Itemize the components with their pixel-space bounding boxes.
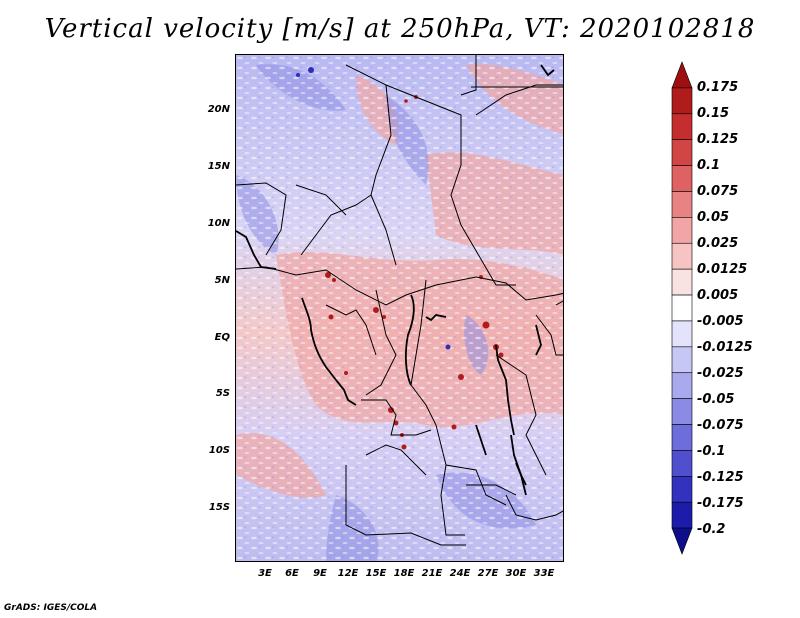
colorbar-bin-11 [671, 346, 693, 374]
colorbar-label-3: 0.1 [697, 158, 721, 173]
colorbar-label-1: 0.15 [697, 106, 730, 121]
lon-label-6e: 6E [285, 568, 299, 579]
coastlines [236, 64, 555, 496]
map-plot-area [235, 54, 564, 562]
lon-label-18e: 18E [393, 568, 415, 579]
lon-label-9e: 9E [313, 568, 327, 579]
lat-label-15s: 15S [208, 502, 230, 513]
colorbar-bin-18 [671, 527, 693, 555]
lon-label-3e: 3E [258, 568, 272, 579]
lon-label-27e: 27E [477, 568, 499, 579]
colorbar-bin-14 [671, 424, 693, 451]
colorbar-label-15: -0.125 [697, 470, 744, 485]
lat-label-5n: 5N [214, 275, 230, 286]
lat-label-15n: 15N [207, 161, 230, 172]
colorbar-bin-6 [671, 217, 693, 244]
lat-label-5s: 5S [215, 388, 230, 399]
colorbar-label-5: 0.05 [697, 210, 730, 225]
colorbar-bin-4 [671, 165, 693, 192]
lat-label-eq: EQ [214, 332, 230, 343]
colorbar-bin-8 [671, 268, 693, 296]
colorbar-label-12: -0.05 [697, 392, 735, 407]
lat-label-10n: 10N [207, 218, 230, 229]
colorbar-bin-9 [671, 294, 693, 322]
colorbar-bin-3 [671, 139, 693, 166]
colorbar-label-17: -0.2 [697, 522, 726, 537]
colorbar-label-8: 0.005 [697, 288, 739, 303]
colorbar-bin-7 [671, 242, 693, 270]
colorbar-bin-17 [671, 501, 693, 529]
lat-label-10s: 10S [208, 445, 230, 456]
colorbar-bin-10 [671, 320, 693, 348]
colorbar-label-7: 0.0125 [697, 262, 748, 277]
velocity-field [236, 55, 563, 561]
colorbar-label-4: 0.075 [697, 184, 739, 199]
colorbar-bin-16 [671, 476, 693, 503]
colorbar-bin-5 [671, 191, 693, 218]
strong-descent-cells [296, 67, 451, 350]
grads-credit: GrADS: IGES/COLA [4, 603, 98, 613]
colorbar-label-13: -0.075 [697, 418, 744, 433]
lon-label-21e: 21E [421, 568, 443, 579]
colorbar-bin-12 [671, 372, 693, 399]
lon-label-12e: 12E [337, 568, 359, 579]
colorbar-label-16: -0.175 [697, 496, 744, 511]
colorbar [671, 61, 693, 555]
colorbar-bin-1 [671, 87, 693, 115]
lat-label-20n: 20N [207, 104, 230, 115]
lon-label-30e: 30E [505, 568, 527, 579]
colorbar-label-10: -0.0125 [697, 340, 753, 355]
colorbar-label-6: 0.025 [697, 236, 739, 251]
colorbar-bin-0 [671, 61, 693, 89]
colorbar-label-2: 0.125 [697, 132, 739, 147]
colorbar-bin-13 [671, 398, 693, 425]
country-borders [236, 55, 563, 546]
colorbar-label-9: -0.005 [697, 314, 744, 329]
lon-label-33e: 33E [533, 568, 555, 579]
colorbar-bin-15 [671, 450, 693, 477]
colorbar-label-11: -0.025 [697, 366, 744, 381]
lon-label-15e: 15E [365, 568, 387, 579]
map-title: Vertical velocity [m/s] at 250hPa, VT: 2… [44, 14, 756, 44]
colorbar-bin-2 [671, 113, 693, 140]
colorbar-label-0: 0.175 [697, 80, 739, 95]
strong-ascent-cells [325, 95, 504, 450]
lon-label-24e: 24E [449, 568, 471, 579]
colorbar-label-14: -0.1 [697, 444, 726, 459]
